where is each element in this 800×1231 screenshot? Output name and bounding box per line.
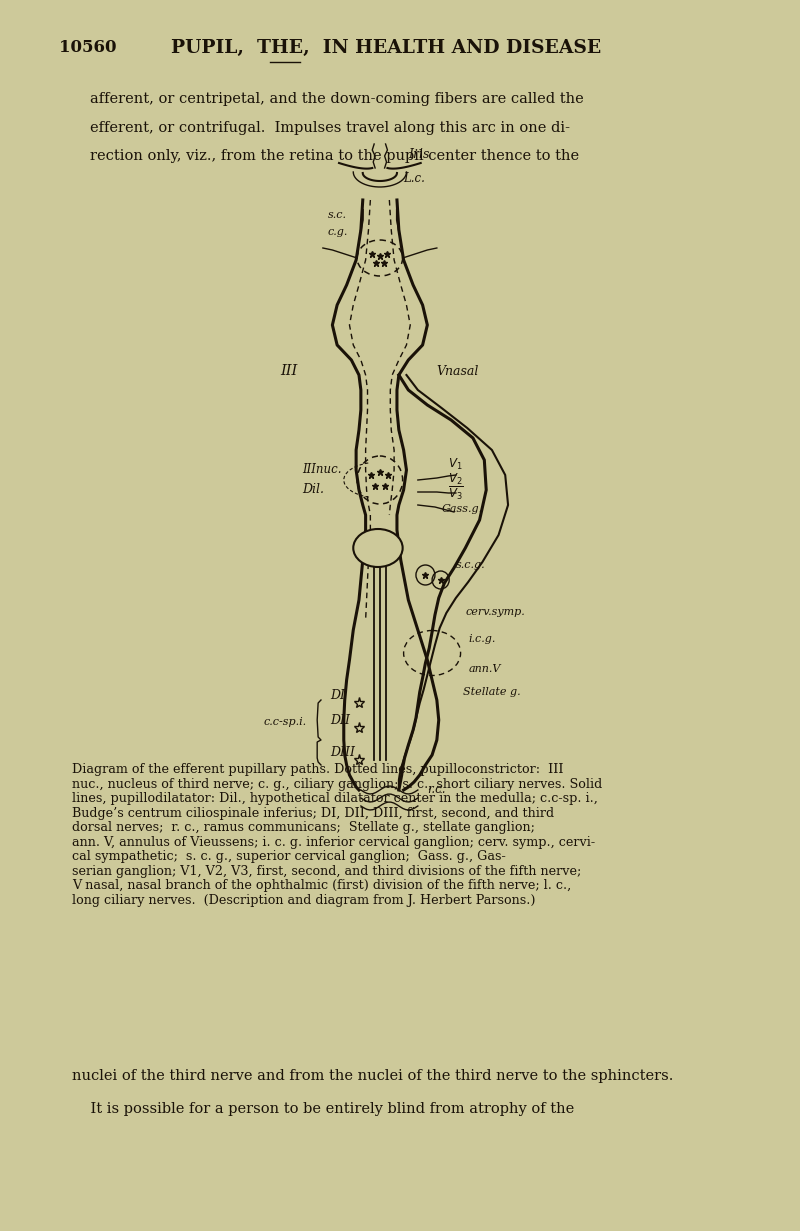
Text: $\overline{V_3}$: $\overline{V_3}$ (448, 484, 464, 502)
Text: DI: DI (330, 689, 346, 702)
Text: Diagram of the efferent pupillary paths. Dotted lines, pupilloconstrictor:  III: Diagram of the efferent pupillary paths.… (72, 763, 564, 777)
Text: s.c.g.: s.c.g. (456, 560, 486, 570)
Text: cal sympathetic;  s. c. g., superior cervical ganglion;  Gass. g., Gas-: cal sympathetic; s. c. g., superior cerv… (72, 851, 506, 863)
Text: Dil.: Dil. (302, 483, 324, 496)
Text: III: III (280, 364, 298, 378)
Text: DII: DII (330, 714, 350, 728)
Text: long ciliary nerves.  (Description and diagram from J. Herbert Parsons.): long ciliary nerves. (Description and di… (72, 894, 536, 907)
Text: Vnasal: Vnasal (437, 366, 479, 378)
Text: L.c.: L.c. (404, 172, 426, 185)
Ellipse shape (354, 529, 402, 567)
Text: lines, pupillodilatator: Dil., hypothetical dilatator center in the medulla; c.c: lines, pupillodilatator: Dil., hypotheti… (72, 793, 598, 805)
Text: nuc., nucleus of third nerve; c. g., ciliary ganglion; s. c., short ciliary nerv: nuc., nucleus of third nerve; c. g., cil… (72, 778, 602, 790)
Text: serian ganglion; V1, V2, V3, first, second, and third divisions of the fifth ner: serian ganglion; V1, V2, V3, first, seco… (72, 864, 582, 878)
Text: Iris: Iris (408, 148, 430, 161)
Text: rection only, viz., from the retina to the pupil center thence to the: rection only, viz., from the retina to t… (90, 149, 578, 162)
Text: afferent, or centripetal, and the down-coming fibers are called the: afferent, or centripetal, and the down-c… (90, 92, 583, 106)
Text: efferent, or contrifugal.  Impulses travel along this arc in one di-: efferent, or contrifugal. Impulses trave… (90, 121, 570, 134)
Text: $V_2$: $V_2$ (448, 471, 462, 487)
Text: r.c.: r.c. (427, 783, 446, 796)
Text: IIInuc.: IIInuc. (302, 463, 342, 476)
Text: cerv.symp.: cerv.symp. (466, 607, 525, 617)
Text: c.c-sp.i.: c.c-sp.i. (264, 716, 307, 728)
Text: nuclei of the third nerve and from the nuclei of the third nerve to the sphincte: nuclei of the third nerve and from the n… (72, 1069, 674, 1082)
Text: Budge’s centrum ciliospinale inferius; DI, DII, DIII, first, second, and third: Budge’s centrum ciliospinale inferius; D… (72, 806, 554, 820)
Text: Gass.g.: Gass.g. (442, 503, 482, 515)
Text: 10560: 10560 (59, 39, 117, 57)
Text: s.c.: s.c. (328, 211, 346, 220)
Text: It is possible for a person to be entirely blind from atrophy of the: It is possible for a person to be entire… (72, 1102, 574, 1115)
Text: Stellate g.: Stellate g. (463, 687, 521, 697)
Text: dorsal nerves;  r. c., ramus communicans;  Stellate g., stellate ganglion;: dorsal nerves; r. c., ramus communicans;… (72, 821, 535, 835)
Text: ann. V, annulus of Vieussens; i. c. g. inferior cervical ganglion; cerv. symp., : ann. V, annulus of Vieussens; i. c. g. i… (72, 836, 595, 848)
Text: PUPIL,  THE,  IN HEALTH AND DISEASE: PUPIL, THE, IN HEALTH AND DISEASE (171, 39, 601, 58)
Text: V nasal, nasal branch of the ophthalmic (first) division of the fifth nerve; l. : V nasal, nasal branch of the ophthalmic … (72, 879, 571, 892)
Text: $V_1$: $V_1$ (448, 457, 462, 473)
Text: ann.V: ann.V (468, 664, 501, 675)
Text: i.c.g.: i.c.g. (468, 634, 495, 644)
Text: DIII: DIII (330, 746, 355, 760)
Text: c.g.: c.g. (328, 227, 348, 238)
